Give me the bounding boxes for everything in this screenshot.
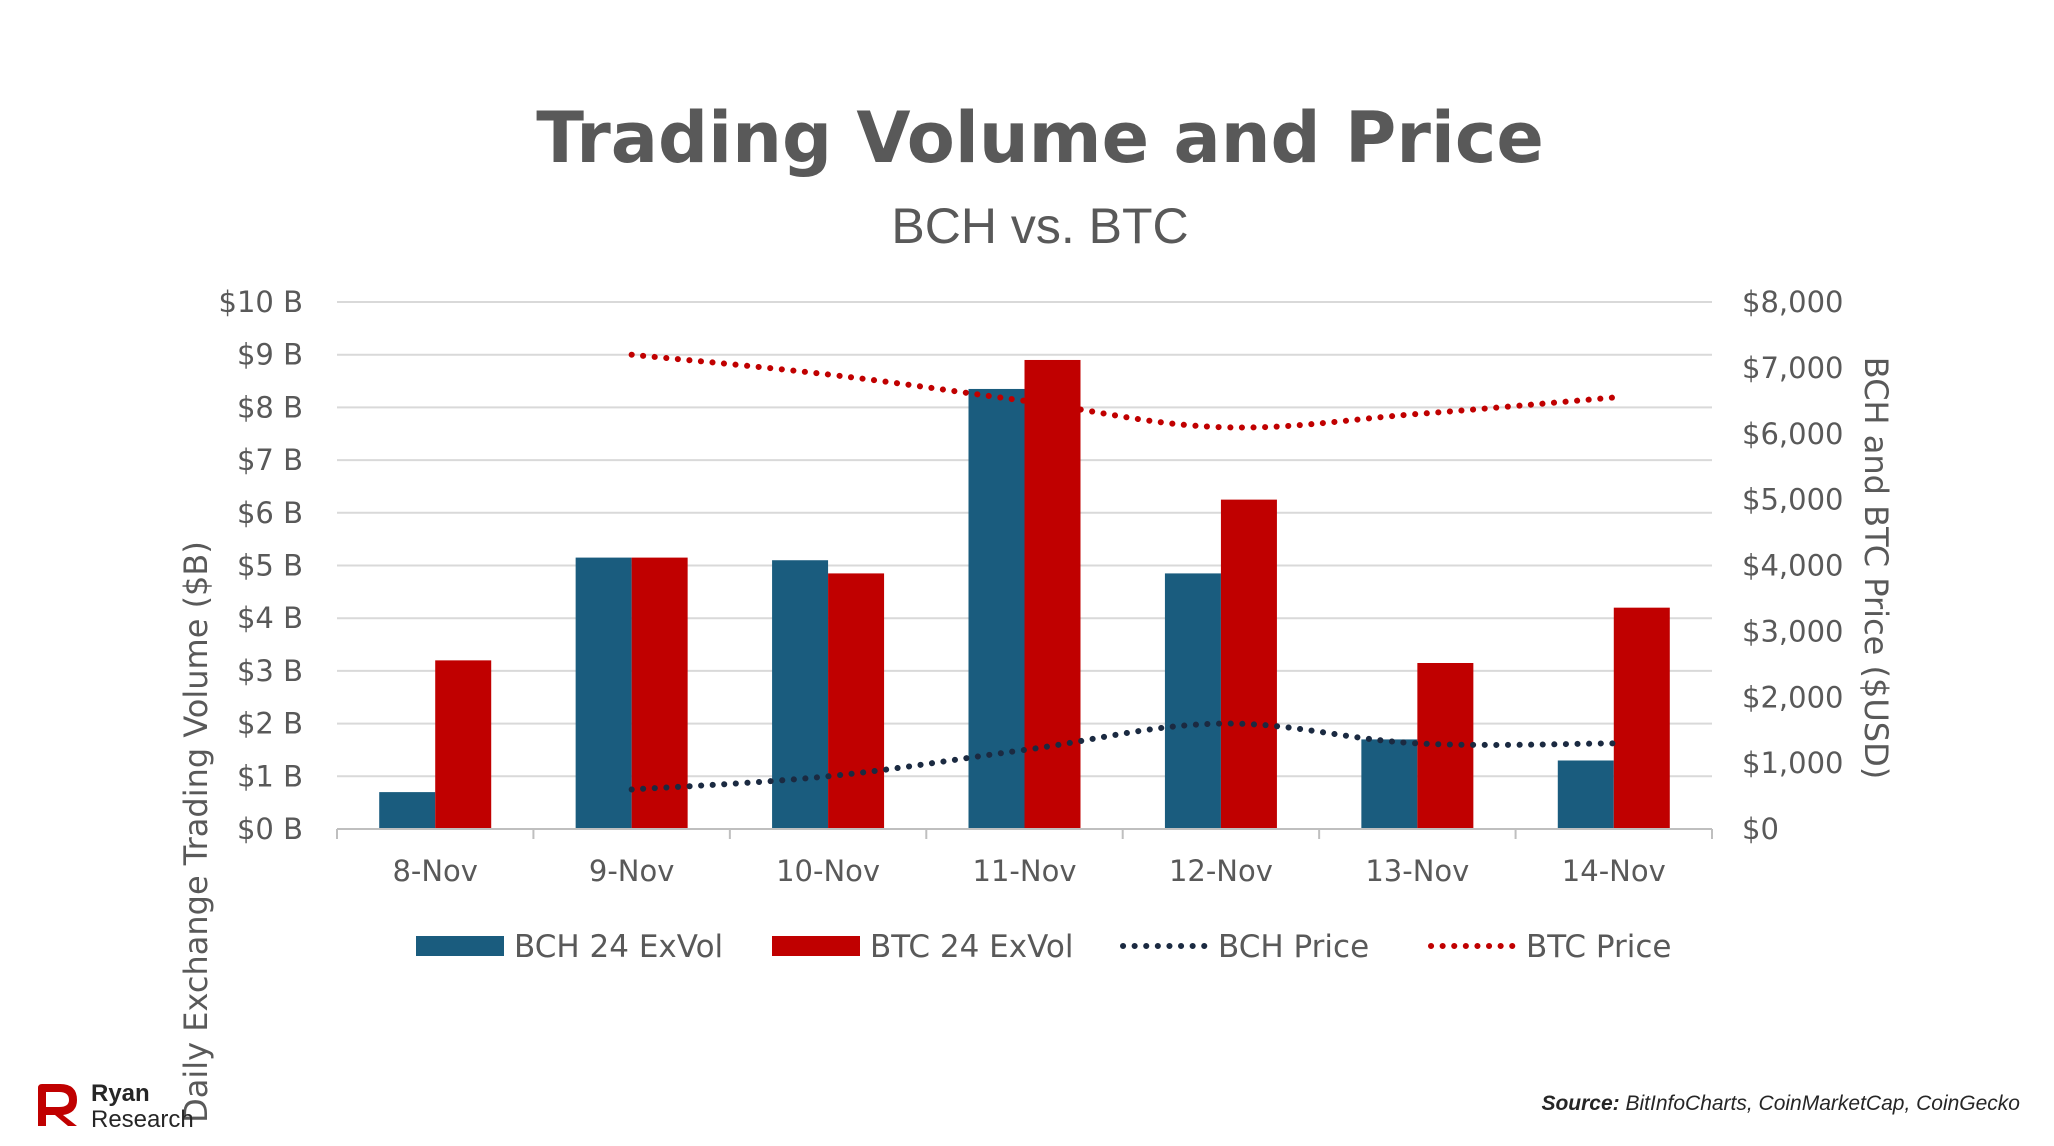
legend-btc-volume-label: BTC 24 ExVol (870, 929, 1074, 965)
bar-bch-volume (379, 792, 436, 829)
y2-axis-title: BCH and BTC Price ($USD) (1857, 357, 1895, 779)
y2-tick-label: $2,000 (1742, 680, 1843, 714)
legend-bch-volume-swatch (416, 936, 504, 956)
y2-tick-label: $6,000 (1742, 417, 1843, 451)
y-tick-label: $4 B (237, 601, 303, 635)
source-note: Source: BitInfoCharts, CoinMarketCap, Co… (1541, 1092, 2020, 1115)
bar-btc-volume (631, 557, 688, 829)
bar-btc-volume (1613, 607, 1670, 829)
y-tick-label: $10 B (219, 285, 303, 319)
ryan-research-logo: Ryan Research (38, 1080, 194, 1133)
legend: BCH 24 ExVol BTC 24 ExVol BCH Price BTC Pri… (416, 929, 1672, 965)
bar-bch-volume (1164, 573, 1221, 829)
bar-btc-volume (1220, 499, 1277, 829)
x-tick-label: 10-Nov (776, 854, 880, 888)
y-tick-label: $7 B (237, 443, 303, 477)
y2-tick-label: $3,000 (1742, 614, 1843, 648)
x-tick-label: 9-Nov (589, 854, 675, 888)
y-tick-label: $0 B (237, 812, 303, 846)
legend-bch-volume: BCH 24 ExVol (416, 929, 723, 965)
y2-tick-label: $7,000 (1742, 351, 1843, 385)
line-btc-price (628, 351, 1617, 431)
y2-tick-label: $1,000 (1742, 746, 1843, 780)
legend-bch-price: BCH Price (1120, 929, 1369, 965)
bar-btc-volume (435, 660, 492, 829)
chart-title: Trading Volume and Price (536, 97, 1544, 179)
legend-btc-price-label: BTC Price (1526, 929, 1672, 965)
legend-btc-volume-swatch (772, 936, 860, 956)
x-tick-label: 14-Nov (1562, 854, 1666, 888)
ryan-r-logo-icon (38, 1084, 77, 1126)
y-axis-title: Daily Exchange Trading Volume ($B) (177, 541, 215, 1123)
bar-btc-volume (1024, 359, 1081, 829)
bar-bch-volume (772, 560, 829, 829)
y-tick-label: $2 B (237, 707, 303, 741)
bar-btc-volume (828, 573, 885, 829)
x-tick-label: 12-Nov (1169, 854, 1273, 888)
y-tick-label: $6 B (237, 496, 303, 530)
bar-bch-volume (575, 557, 632, 829)
y-tick-label: $1 B (237, 759, 303, 793)
legend-btc-price: BTC Price (1428, 929, 1672, 965)
chart-subtitle: BCH vs. BTC (891, 198, 1188, 254)
bar-bch-volume (1557, 760, 1614, 829)
y2-tick-label: $8,000 (1742, 285, 1843, 319)
source-text: BitInfoCharts, CoinMarketCap, CoinGecko (1620, 1092, 2021, 1115)
y-tick-label: $3 B (237, 654, 303, 688)
y2-tick-label: $5,000 (1742, 483, 1843, 517)
logo-line1: Ryan (91, 1080, 150, 1107)
y-tick-label: $8 B (237, 390, 303, 424)
legend-bch-price-label: BCH Price (1218, 929, 1369, 965)
y-tick-label: $9 B (237, 338, 303, 372)
y2-tick-label: $0 (1742, 812, 1779, 846)
bar-bch-volume (1361, 739, 1418, 829)
y-tick-label: $5 B (237, 549, 303, 583)
x-tick-label: 13-Nov (1365, 854, 1469, 888)
y2-tick-label: $4,000 (1742, 549, 1843, 583)
legend-bch-volume-label: BCH 24 ExVol (514, 929, 723, 965)
x-tick-label: 8-Nov (392, 854, 478, 888)
logo-line2: Research (91, 1106, 194, 1133)
bar-series (379, 359, 1670, 829)
legend-btc-volume: BTC 24 ExVol (772, 929, 1074, 965)
x-tick-label: 11-Nov (973, 854, 1077, 888)
bar-bch-volume (968, 388, 1025, 829)
axes: $0 B $1 B $2 B $3 B $4 B $5 B $6 B $7 B $8 B $9 B… (219, 285, 1844, 888)
source-label: Source: (1541, 1092, 1619, 1115)
